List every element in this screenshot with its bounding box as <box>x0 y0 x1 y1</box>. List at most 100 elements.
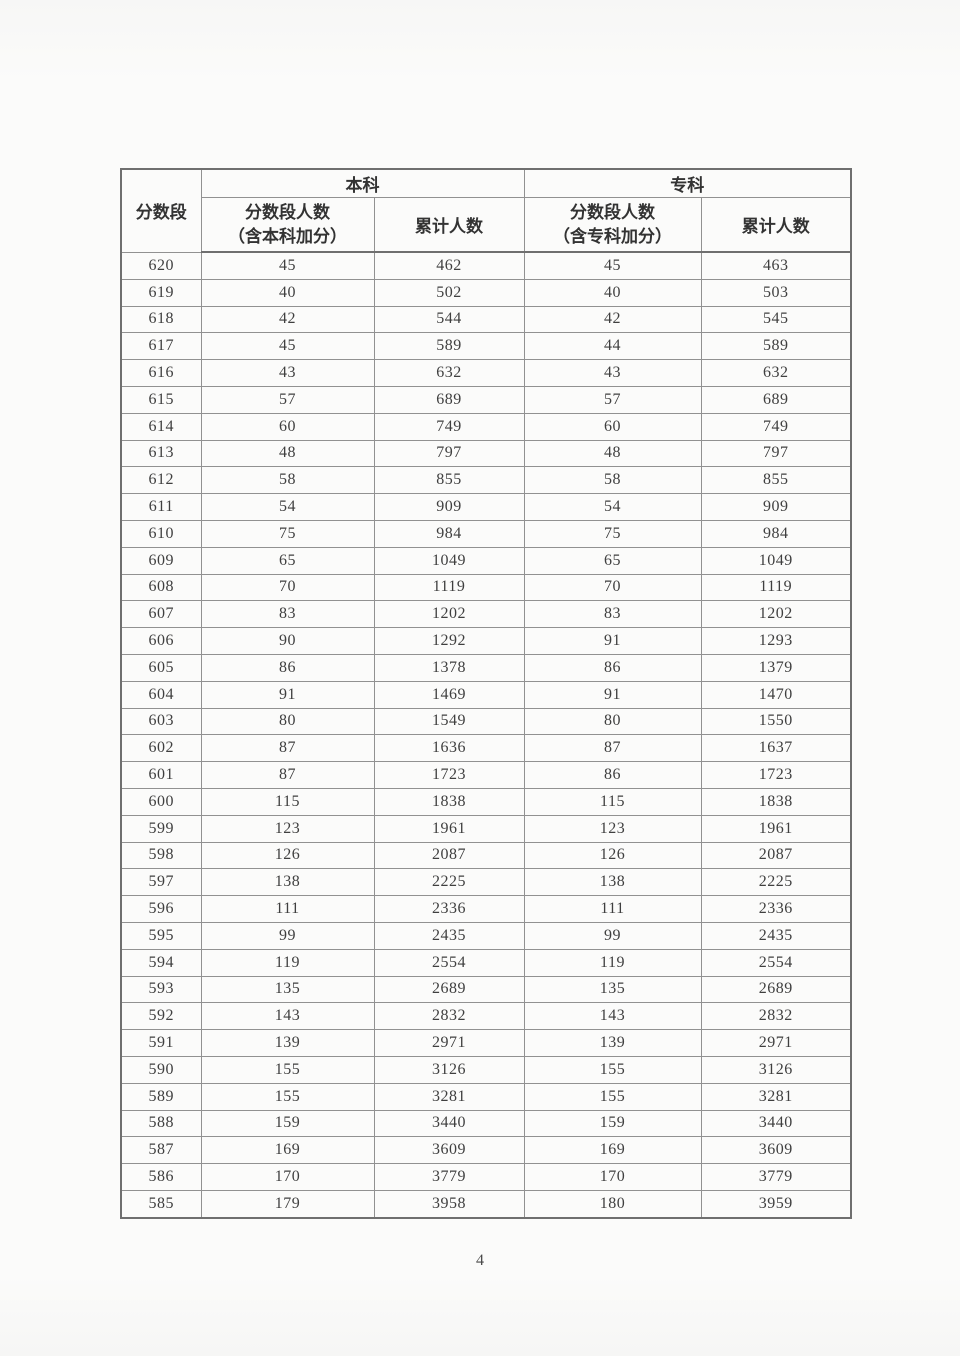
table-row: 602 87 1636 87 1637 <box>120 734 852 763</box>
cell-zhuan-segment-count: 43 <box>523 359 702 387</box>
table-row: 596 111 2336 111 2336 <box>120 895 852 923</box>
cell-ben-cumulative: 1469 <box>373 680 525 709</box>
table-row: 610 75 984 75 984 <box>120 519 852 548</box>
cell-ben-segment-count: 169 <box>200 1136 375 1165</box>
cell-ben-segment-count: 111 <box>200 895 375 923</box>
table-row: 603 80 1549 80 1550 <box>120 707 852 736</box>
cell-ben-segment-count: 86 <box>200 653 375 682</box>
cell-ben-segment-count: 170 <box>200 1163 375 1191</box>
cell-score-segment: 609 <box>120 546 202 575</box>
cell-zhuan-segment-count: 44 <box>523 332 702 361</box>
cell-ben-segment-count: 54 <box>200 493 375 521</box>
cell-ben-segment-count: 123 <box>200 814 375 843</box>
cell-ben-segment-count: 126 <box>200 841 375 870</box>
cell-ben-segment-count: 60 <box>200 412 375 441</box>
header-ben-segment-count: 分数段人数 （含本科加分） <box>200 197 375 253</box>
cell-score-segment: 619 <box>120 278 202 307</box>
cell-score-segment: 607 <box>120 600 202 629</box>
cell-ben-cumulative: 589 <box>373 332 525 361</box>
table-row: 597 138 2225 138 2225 <box>120 868 852 897</box>
cell-score-segment: 612 <box>120 466 202 495</box>
cell-ben-cumulative: 1961 <box>373 814 525 843</box>
table-row: 595 99 2435 99 2435 <box>120 921 852 950</box>
cell-zhuan-segment-count: 119 <box>523 948 702 977</box>
cell-score-segment: 605 <box>120 653 202 682</box>
cell-ben-cumulative: 3958 <box>373 1189 525 1219</box>
cell-zhuan-segment-count: 180 <box>523 1189 702 1219</box>
cell-score-segment: 590 <box>120 1055 202 1084</box>
cell-zhuan-cumulative: 749 <box>700 412 852 441</box>
cell-ben-segment-count: 139 <box>200 1029 375 1057</box>
cell-ben-segment-count: 45 <box>200 332 375 361</box>
table-row: 617 45 589 44 589 <box>120 332 852 361</box>
cell-zhuan-segment-count: 42 <box>523 305 702 334</box>
table-row: 609 65 1049 65 1049 <box>120 546 852 575</box>
table-row: 588 159 3440 159 3440 <box>120 1109 852 1138</box>
score-table: 分数段 本科 专科 分数段人数 （含本科加分） 累计人数 分数段人数 （含专科加… <box>120 168 852 1219</box>
cell-score-segment: 594 <box>120 948 202 977</box>
cell-zhuan-cumulative: 1470 <box>700 680 852 709</box>
cell-ben-cumulative: 2689 <box>373 975 525 1004</box>
cell-zhuan-segment-count: 57 <box>523 385 702 414</box>
cell-score-segment: 616 <box>120 359 202 387</box>
cell-score-segment: 592 <box>120 1002 202 1031</box>
table-row: 616 43 632 43 632 <box>120 359 852 387</box>
cell-zhuan-cumulative: 3126 <box>700 1055 852 1084</box>
cell-score-segment: 588 <box>120 1109 202 1138</box>
cell-ben-segment-count: 45 <box>200 251 375 280</box>
cell-ben-segment-count: 83 <box>200 600 375 629</box>
cell-zhuan-cumulative: 1961 <box>700 814 852 843</box>
table-row: 606 90 1292 91 1293 <box>120 627 852 655</box>
table-row: 598 126 2087 126 2087 <box>120 841 852 870</box>
table-row: 585 179 3958 180 3959 <box>120 1189 852 1219</box>
cell-zhuan-segment-count: 48 <box>523 439 702 468</box>
cell-ben-segment-count: 155 <box>200 1055 375 1084</box>
header-score-segment: 分数段 <box>120 168 202 253</box>
cell-zhuan-segment-count: 143 <box>523 1002 702 1031</box>
cell-score-segment: 606 <box>120 627 202 655</box>
cell-zhuan-cumulative: 1550 <box>700 707 852 736</box>
cell-zhuan-cumulative: 3281 <box>700 1082 852 1111</box>
cell-ben-segment-count: 99 <box>200 921 375 950</box>
cell-ben-segment-count: 48 <box>200 439 375 468</box>
cell-score-segment: 589 <box>120 1082 202 1111</box>
cell-score-segment: 596 <box>120 895 202 923</box>
cell-ben-segment-count: 87 <box>200 761 375 789</box>
cell-zhuan-segment-count: 75 <box>523 519 702 548</box>
cell-zhuan-cumulative: 3440 <box>700 1109 852 1138</box>
cell-ben-cumulative: 2225 <box>373 868 525 897</box>
cell-ben-segment-count: 155 <box>200 1082 375 1111</box>
cell-ben-segment-count: 40 <box>200 278 375 307</box>
header-zhuan-segment-count-line2: （含专科加分） <box>553 226 672 246</box>
cell-zhuan-cumulative: 2435 <box>700 921 852 950</box>
cell-zhuan-segment-count: 65 <box>523 546 702 575</box>
cell-score-segment: 593 <box>120 975 202 1004</box>
table-row: 605 86 1378 86 1379 <box>120 653 852 682</box>
cell-score-segment: 600 <box>120 787 202 816</box>
cell-zhuan-cumulative: 984 <box>700 519 852 548</box>
cell-zhuan-cumulative: 545 <box>700 305 852 334</box>
table-row: 590 155 3126 155 3126 <box>120 1055 852 1084</box>
cell-score-segment: 620 <box>120 251 202 280</box>
table-row: 599 123 1961 123 1961 <box>120 814 852 843</box>
cell-zhuan-segment-count: 111 <box>523 895 702 923</box>
cell-zhuan-segment-count: 45 <box>523 251 702 280</box>
table-row: 587 169 3609 169 3609 <box>120 1136 852 1165</box>
cell-zhuan-cumulative: 463 <box>700 251 852 280</box>
cell-zhuan-segment-count: 123 <box>523 814 702 843</box>
table-row: 589 155 3281 155 3281 <box>120 1082 852 1111</box>
cell-zhuan-segment-count: 54 <box>523 493 702 521</box>
cell-zhuan-segment-count: 139 <box>523 1029 702 1057</box>
cell-zhuan-cumulative: 3959 <box>700 1189 852 1219</box>
cell-score-segment: 610 <box>120 519 202 548</box>
table-row: 612 58 855 58 855 <box>120 466 852 495</box>
cell-ben-cumulative: 2336 <box>373 895 525 923</box>
cell-ben-cumulative: 1202 <box>373 600 525 629</box>
cell-ben-cumulative: 1119 <box>373 573 525 602</box>
cell-score-segment: 615 <box>120 385 202 414</box>
score-table-header: 分数段 本科 专科 分数段人数 （含本科加分） 累计人数 分数段人数 （含专科加… <box>120 168 852 253</box>
cell-zhuan-cumulative: 1723 <box>700 761 852 789</box>
cell-ben-cumulative: 909 <box>373 493 525 521</box>
cell-zhuan-cumulative: 2832 <box>700 1002 852 1031</box>
cell-ben-segment-count: 138 <box>200 868 375 897</box>
